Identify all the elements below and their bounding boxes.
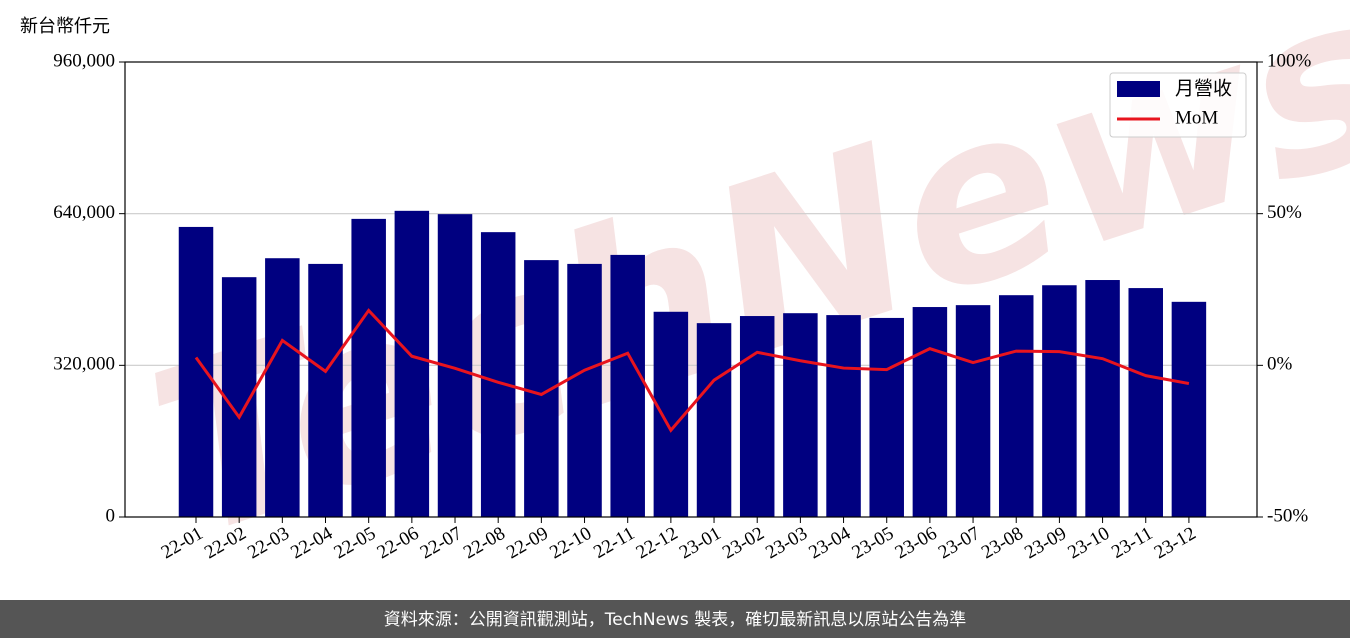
plot-frame	[124, 61, 1258, 518]
y-tick-label: 960,000	[53, 50, 115, 71]
x-tick-label: 22-10	[546, 523, 595, 563]
x-tick-label: 23-11	[1108, 523, 1156, 563]
bar	[696, 323, 732, 517]
y2-tick-label: 0%	[1267, 354, 1293, 375]
bar	[912, 307, 948, 517]
x-tick-label: 22-09	[503, 523, 552, 563]
bar	[783, 313, 818, 517]
bar	[308, 263, 343, 517]
x-tick-label: 22-12	[633, 523, 682, 563]
x-tick-label: 23-05	[849, 523, 898, 563]
y2-tick-label: -50%	[1267, 505, 1308, 526]
bar	[1042, 285, 1077, 517]
bar	[394, 210, 430, 517]
legend-label: 月營收	[1175, 78, 1232, 100]
source-note: 資料來源：公開資訊觀測站，TechNews 製表，確切最新訊息以原站公告為準	[384, 610, 966, 630]
y2-tick-label: 50%	[1267, 202, 1302, 223]
y2-tick-label: 100%	[1267, 50, 1312, 71]
footer-bar	[0, 600, 1350, 638]
line	[194, 308, 1190, 433]
x-tick-label: 22-07	[417, 523, 466, 563]
y-tick-label: 0	[106, 505, 116, 526]
bar	[351, 218, 386, 518]
x-tick-label: 23-02	[719, 523, 768, 563]
x-tick-label: 23-06	[892, 523, 941, 563]
bar	[653, 311, 689, 517]
bar	[1128, 288, 1163, 517]
bar	[265, 258, 300, 517]
bar	[1171, 301, 1207, 517]
x-tick-label: 23-07	[935, 523, 984, 563]
bar	[1085, 280, 1120, 517]
bar	[955, 305, 991, 517]
bar	[869, 317, 904, 517]
legend-swatch	[1117, 81, 1160, 97]
x-tick-label: 23-01	[676, 523, 725, 563]
bar	[739, 316, 775, 517]
bar	[610, 254, 645, 517]
bar	[567, 263, 602, 517]
bar	[998, 295, 1034, 517]
y-axis-label: 新台幣仟元	[20, 16, 110, 37]
x-tick-label: 23-12	[1151, 523, 1200, 563]
x-tick-label: 22-11	[590, 523, 638, 563]
y-tick-label: 320,000	[53, 354, 115, 375]
x-tick-label: 22-08	[460, 523, 509, 563]
bar	[826, 315, 861, 517]
legend-label: MoM	[1175, 107, 1218, 128]
x-tick-label: 23-04	[805, 523, 854, 564]
x-tick-label: 23-10	[1064, 523, 1113, 563]
x-tick-label: 23-08	[978, 523, 1027, 563]
y-tick-label: 640,000	[53, 202, 115, 223]
x-tick-label: 23-09	[1021, 523, 1070, 563]
x-tick-label: 23-03	[762, 523, 811, 563]
bar	[480, 232, 516, 517]
